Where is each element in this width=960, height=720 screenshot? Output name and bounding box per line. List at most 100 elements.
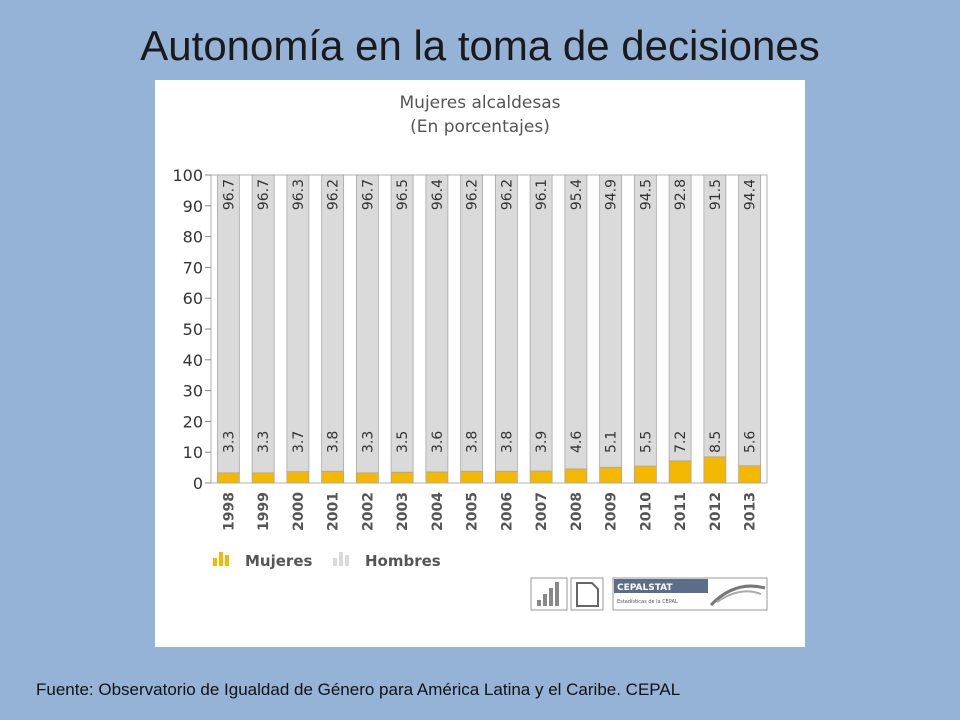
bar-hombres-2012 [703, 174, 727, 458]
bar-mujeres-2007 [529, 470, 553, 484]
logos: CEPALSTAT Estadísticas de la CEPAL [530, 577, 768, 611]
x-tick-label-2003: 2003 [395, 492, 411, 531]
chart-title: Mujeres alcaldesas [400, 93, 561, 113]
data-label-mujeres-1999: 3.3 [256, 431, 272, 453]
bar-hombres-2010 [633, 174, 657, 467]
bar-mujeres-2003 [390, 471, 414, 484]
x-tick-label-2008: 2008 [569, 492, 585, 531]
cepal-swoosh-icon [709, 584, 766, 607]
bar-hombres-2013 [738, 174, 762, 467]
data-label-hombres-2000: 96.3 [291, 179, 307, 210]
data-label-hombres-1998: 96.7 [221, 179, 237, 210]
data-label-mujeres-1998: 3.3 [221, 431, 237, 453]
data-label-hombres-2004: 96.4 [430, 179, 446, 210]
y-tick-label: 10 [183, 443, 203, 462]
bar-mujeres-2002 [355, 472, 379, 484]
cepalstat-logo: CEPALSTAT Estadísticas de la CEPAL [612, 577, 768, 611]
bar-hombres-2006 [494, 174, 518, 472]
bar-mujeres-1998 [216, 472, 240, 484]
bar-mujeres-2001 [321, 470, 345, 484]
bar-mujeres-2005 [460, 470, 484, 484]
slide-title: Autonomía en la toma de decisiones [140, 22, 820, 69]
bar-hombres-2000 [286, 174, 310, 473]
x-tick-label-2009: 2009 [604, 492, 620, 531]
bar-mujeres-2009 [599, 466, 623, 484]
bar-mujeres-2010 [633, 465, 657, 484]
legend-item-mujeres[interactable]: Mujeres [213, 552, 312, 570]
data-label-hombres-2010: 94.5 [638, 179, 654, 210]
data-label-hombres-2011: 92.8 [673, 179, 689, 210]
bar-hombres-2007 [529, 174, 553, 472]
bar-hombres-2004 [425, 174, 449, 473]
data-label-mujeres-2001: 3.8 [326, 431, 342, 453]
data-label-mujeres-2002: 3.3 [360, 431, 376, 453]
bar-mujeres-2004 [425, 471, 449, 484]
bar-hombres-2009 [599, 174, 623, 468]
y-tick-label: 50 [183, 320, 203, 339]
bar-mujeres-2011 [668, 460, 692, 484]
bar-mujeres-2013 [738, 465, 762, 484]
legend-swatch [219, 552, 223, 566]
data-label-mujeres-2005: 3.8 [465, 431, 481, 453]
bar-hombres-2011 [668, 174, 692, 462]
chart-svg: Mujeres alcaldesas (En porcentajes) 0 10 2… [172, 93, 768, 611]
data-label-hombres-2003: 96.5 [395, 179, 411, 210]
y-tick-label: 20 [183, 412, 203, 431]
x-tick-label-2011: 2011 [673, 492, 689, 531]
legend-swatch [339, 552, 343, 566]
legend-label: Mujeres [245, 552, 312, 570]
legend-label: Hombres [365, 552, 441, 570]
x-tick-label-2012: 2012 [708, 492, 724, 531]
bar-hombres-1999 [251, 174, 275, 474]
data-label-hombres-2008: 95.4 [569, 179, 585, 210]
data-label-mujeres-2003: 3.5 [395, 431, 411, 453]
data-label-mujeres-2004: 3.6 [430, 431, 446, 453]
plot-area: 0 10 20 30 40 50 60 70 80 90 100 3.3 96.7 1998 3.3 96.7… [172, 166, 768, 531]
legend-swatch [225, 555, 229, 566]
bar-mujeres-2008 [564, 468, 588, 484]
y-tick-label: 100 [172, 166, 203, 185]
data-label-mujeres-2006: 3.8 [499, 431, 515, 453]
data-label-mujeres-2007: 3.9 [534, 431, 550, 453]
legend-swatch [345, 555, 349, 566]
x-tick-label-2013: 2013 [743, 492, 759, 531]
data-label-hombres-2012: 91.5 [708, 179, 724, 210]
data-label-mujeres-2010: 5.5 [638, 431, 654, 453]
data-label-mujeres-2012: 8.5 [708, 431, 724, 453]
bar-mujeres-2006 [494, 470, 518, 484]
y-tick-label: 90 [183, 197, 203, 216]
x-tick-label-2002: 2002 [360, 492, 376, 531]
y-tick-label: 30 [183, 382, 203, 401]
data-label-mujeres-2013: 5.6 [743, 431, 759, 453]
logo-brand: CEPALSTAT [617, 583, 673, 593]
x-tick-label-1999: 1999 [256, 492, 272, 531]
bar-chart-icon-glyph [537, 582, 559, 606]
y-tick-label: 60 [183, 289, 203, 308]
legend-item-hombres[interactable]: Hombres [333, 552, 441, 570]
bar-hombres-2008 [564, 174, 588, 470]
document-icon-glyph [576, 582, 599, 607]
data-label-hombres-2006: 96.2 [499, 179, 515, 210]
source-note: Fuente: Observatorio de Igualdad de Géne… [36, 680, 681, 699]
chart-subtitle: (En porcentajes) [410, 117, 550, 137]
bar-hombres-2002 [355, 174, 379, 474]
bar-mujeres-2012 [703, 456, 727, 484]
bar-mujeres-1999 [251, 472, 275, 484]
x-tick-label-2001: 2001 [326, 492, 342, 531]
x-tick-label-2004: 2004 [430, 492, 446, 531]
bar-mujeres-2000 [286, 471, 310, 484]
data-label-hombres-2001: 96.2 [326, 179, 342, 210]
data-label-mujeres-2009: 5.1 [604, 431, 620, 453]
bar-hombres-2003 [390, 174, 414, 473]
legend-swatch [333, 558, 337, 566]
data-label-hombres-1999: 96.7 [256, 179, 272, 210]
data-label-hombres-2005: 96.2 [465, 179, 481, 210]
x-tick-label-2006: 2006 [499, 492, 515, 531]
y-tick-label: 40 [183, 351, 203, 370]
data-label-hombres-2009: 94.9 [604, 179, 620, 210]
x-tick-label-1998: 1998 [221, 492, 237, 531]
data-label-mujeres-2000: 3.7 [291, 431, 307, 453]
bar-hombres-2001 [321, 174, 345, 472]
data-label-hombres-2007: 96.1 [534, 179, 550, 210]
y-tick-label: 70 [183, 258, 203, 277]
